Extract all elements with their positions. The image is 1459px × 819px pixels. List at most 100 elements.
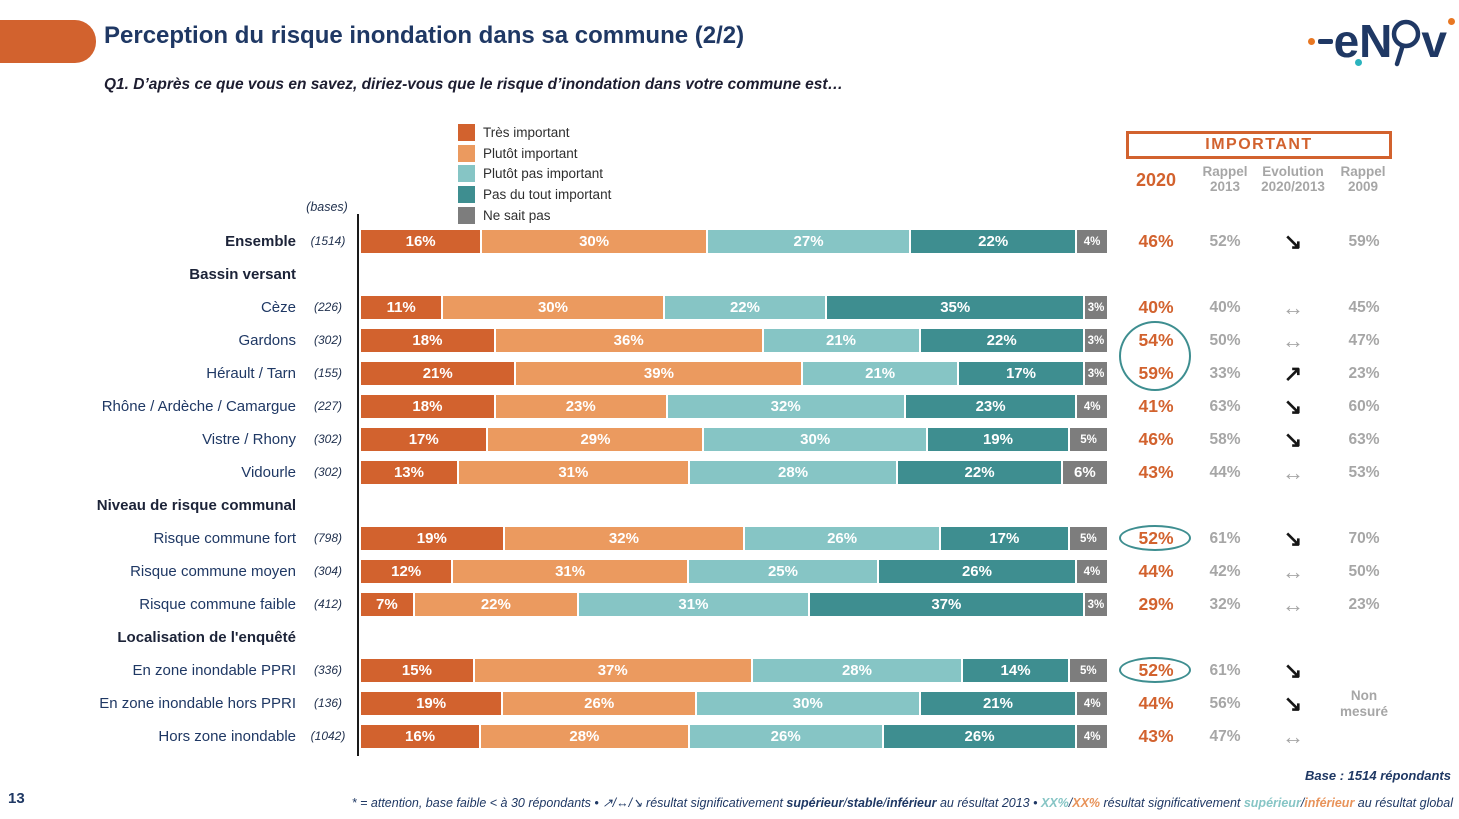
cell-2020: 46% bbox=[1138, 231, 1174, 251]
legend-label: Pas du tout important bbox=[483, 187, 612, 203]
bar-segment: 18% bbox=[361, 395, 496, 418]
column-header-2020: 2020 bbox=[1135, 170, 1177, 190]
row-bar: 16% 28% 26% 26% 4% bbox=[361, 725, 1107, 748]
chart-rows: Ensemble (1514) 16% 30% 27% 22% 4% 46% 52% ↘… bbox=[0, 225, 1459, 753]
bar-segment: 3% bbox=[1085, 362, 1108, 385]
bar-segment: 31% bbox=[458, 461, 690, 484]
row-base: (336) bbox=[313, 663, 342, 677]
row-base: (227) bbox=[313, 399, 342, 413]
chart-row: Ensemble (1514) 16% 30% 27% 22% 4% 46% 52% ↘… bbox=[0, 225, 1459, 258]
row-base: (302) bbox=[313, 465, 342, 479]
legend-label: Plutôt pas important bbox=[483, 166, 604, 182]
cell-2009 bbox=[1332, 654, 1396, 687]
column-header-line: Rappel bbox=[1202, 164, 1248, 179]
highlight-circle bbox=[1119, 657, 1191, 683]
footnote-segment: / bbox=[1068, 796, 1073, 810]
legend-label: Très important bbox=[483, 124, 570, 140]
row-bar: 18% 23% 32% 23% 4% bbox=[361, 395, 1107, 418]
row-label: Risque commune moyen bbox=[130, 563, 296, 580]
bar-segment: 26% bbox=[745, 527, 941, 550]
logo-dot-teal bbox=[1355, 59, 1363, 66]
trend-icon: ↘ bbox=[1283, 228, 1303, 254]
bar-segment: 25% bbox=[688, 560, 880, 583]
row-label: Gardons bbox=[238, 332, 296, 349]
chart-row: En zone inondable hors PPRI (136) 19% 26%… bbox=[0, 687, 1459, 720]
column-header-line: Rappel bbox=[1340, 164, 1386, 179]
important-header-box: IMPORTANT bbox=[1126, 131, 1392, 159]
row-base: (1514) bbox=[310, 234, 346, 248]
chart-row: Hérault / Tarn (155) 21% 39% 21% 17% 3% 59% … bbox=[0, 357, 1459, 390]
bar-segment: 22% bbox=[920, 329, 1085, 352]
row-label: Rhône / Ardèche / Camargue bbox=[101, 398, 296, 415]
row-label: Risque commune faible bbox=[139, 596, 296, 613]
cell-2009: 60% bbox=[1348, 397, 1380, 415]
logo-dot-left bbox=[1307, 37, 1315, 45]
bar-segment: 32% bbox=[504, 527, 746, 550]
question-text: Q1. D’après ce que vous en savez, diriez… bbox=[104, 76, 844, 93]
row-bar: 17% 29% 30% 19% 5% bbox=[361, 428, 1107, 451]
cell-2013: 63% bbox=[1209, 397, 1241, 415]
legend-swatch bbox=[458, 144, 475, 162]
column-header-evolution: Evolution 2020/2013 bbox=[1250, 164, 1336, 194]
cell-2013: 56% bbox=[1209, 694, 1241, 712]
bar-segment: 31% bbox=[453, 560, 689, 583]
row-bar: 19% 32% 26% 17% 5% bbox=[361, 527, 1107, 550]
bar-segment: 26% bbox=[883, 725, 1078, 748]
chart-row: En zone inondable PPRI (336) 15% 37% 28% 14… bbox=[0, 654, 1459, 687]
chart-row: Gardons (302) 18% 36% 21% 22% 3% 54% 50% ↔ 4… bbox=[0, 324, 1459, 357]
chart-row: Niveau de risque communal bbox=[0, 489, 1459, 522]
column-header-rappel-2009: Rappel 2009 bbox=[1330, 164, 1396, 194]
column-header-line: 2020/2013 bbox=[1261, 179, 1325, 194]
bar-segment: 12% bbox=[361, 560, 454, 583]
row-base: (1042) bbox=[310, 729, 346, 743]
row-label: Ensemble bbox=[225, 233, 296, 250]
bar-segment: 6% bbox=[1062, 461, 1107, 484]
footnote-segment: / bbox=[843, 796, 847, 810]
bar-segment: 14% bbox=[963, 659, 1070, 682]
bar-segment: 17% bbox=[361, 428, 489, 451]
bases-label: (bases) bbox=[306, 200, 348, 214]
row-label: Vistre / Rhony bbox=[202, 431, 296, 448]
logo-letter-v: v bbox=[1421, 15, 1447, 67]
bar-segment: 27% bbox=[707, 230, 912, 253]
magnifier-icon bbox=[1392, 19, 1421, 67]
bar-segment: 30% bbox=[704, 428, 928, 451]
title-accent-bar bbox=[0, 20, 96, 63]
cell-2020: 43% bbox=[1138, 462, 1174, 482]
cell-2013: 58% bbox=[1209, 430, 1241, 448]
row-label: Vidourle bbox=[241, 464, 296, 481]
bar-segment: 22% bbox=[898, 461, 1063, 484]
bar-segment: 17% bbox=[958, 362, 1086, 385]
bar-segment: 4% bbox=[1076, 560, 1108, 583]
trend-icon: ↘ bbox=[1283, 657, 1303, 683]
cell-2009: 59% bbox=[1348, 232, 1380, 250]
trend-icon: ↘ bbox=[1283, 426, 1303, 452]
chart-row: Risque commune fort (798) 19% 32% 26% 17% 5%… bbox=[0, 522, 1459, 555]
bar-segment: 29% bbox=[488, 428, 705, 451]
row-base: (155) bbox=[313, 366, 342, 380]
bar-segment: 30% bbox=[443, 296, 665, 319]
bar-segment: 21% bbox=[803, 362, 959, 385]
chart-row: Hors zone inondable (1042) 16% 28% 26% 26% 4… bbox=[0, 720, 1459, 753]
cell-2009: 63% bbox=[1348, 430, 1380, 448]
row-label: Hérault / Tarn bbox=[206, 365, 296, 382]
row-base: (798) bbox=[313, 531, 342, 545]
legend-label: Plutôt important bbox=[483, 145, 578, 161]
bar-segment: 31% bbox=[579, 593, 810, 616]
chart-row: Bassin versant bbox=[0, 258, 1459, 291]
legend-item: Pas du tout important bbox=[458, 184, 611, 205]
trend-icon: ↔ bbox=[1282, 327, 1304, 353]
bar-segment: 28% bbox=[752, 659, 964, 682]
cell-2009: 70% bbox=[1348, 529, 1380, 547]
cell-2020: 40% bbox=[1138, 297, 1174, 317]
row-base: (302) bbox=[313, 432, 342, 446]
cell-2009: 50% bbox=[1348, 562, 1380, 580]
column-header-line: Evolution bbox=[1262, 164, 1324, 179]
cell-2009: 23% bbox=[1348, 364, 1380, 382]
legend-item: Ne sait pas bbox=[458, 205, 611, 226]
footnote-segment: résultat significativement bbox=[1100, 796, 1244, 810]
trend-icon: ↘ bbox=[1283, 690, 1303, 716]
chart-row: Localisation de l'enquêté bbox=[0, 621, 1459, 654]
footnote-segment: * = attention, base faible < à 30 répond… bbox=[351, 796, 787, 810]
